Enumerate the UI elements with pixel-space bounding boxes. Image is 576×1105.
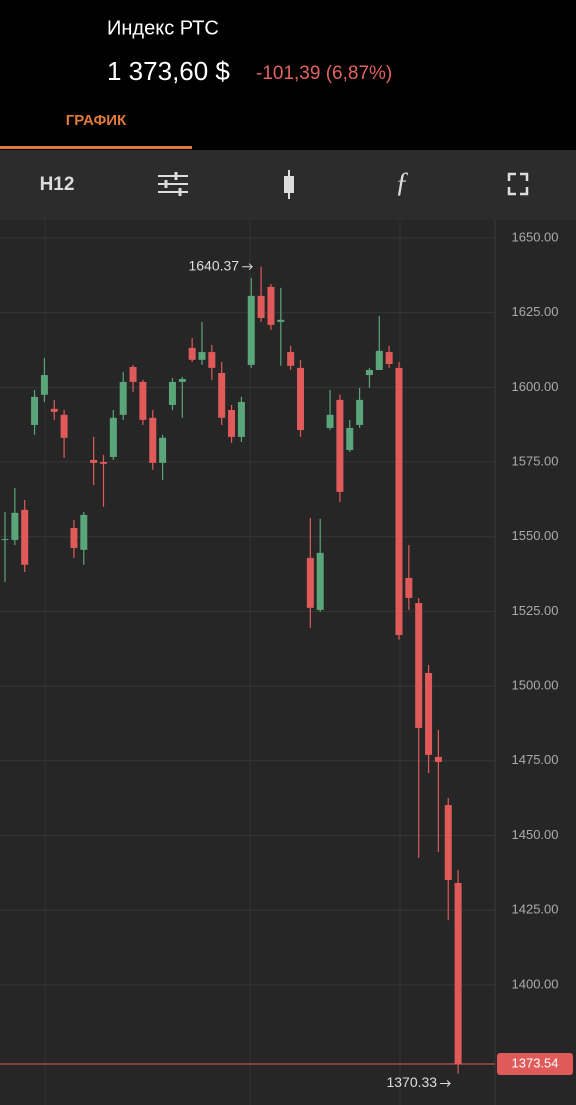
candle-body xyxy=(257,295,265,319)
header-bg xyxy=(0,0,576,150)
candle-body xyxy=(188,347,196,360)
change: -101,39 (6,87%) xyxy=(256,63,392,84)
interval-button[interactable]: H12 xyxy=(40,174,75,195)
candle-body xyxy=(90,459,98,463)
candle-body xyxy=(228,410,236,437)
price: 1 373,60 $ xyxy=(107,56,230,86)
candle-body xyxy=(1,539,9,541)
candle-body xyxy=(208,352,216,368)
min-label: 1370.33 xyxy=(386,1074,437,1090)
candle-body xyxy=(425,672,433,755)
y-tick-label: 1450.00 xyxy=(512,827,559,842)
candle-body xyxy=(326,414,334,428)
fullscreen-icon[interactable] xyxy=(507,172,529,196)
y-tick-label: 1575.00 xyxy=(512,453,559,468)
candle-body xyxy=(50,408,58,412)
candle-body xyxy=(356,399,364,425)
y-tick-label: 1650.00 xyxy=(512,229,559,244)
y-tick-label: 1625.00 xyxy=(512,304,559,319)
chart-bg xyxy=(0,220,576,1105)
candle-body xyxy=(375,350,383,370)
candle-body xyxy=(336,399,344,492)
candle-body xyxy=(100,462,107,464)
candle-body xyxy=(267,286,275,325)
min-arrow xyxy=(440,1080,451,1087)
price-label: 1373.54 xyxy=(512,1055,559,1070)
candle-body xyxy=(405,577,413,598)
indicator-icon[interactable]: ƒ xyxy=(395,167,409,198)
candle-body xyxy=(149,417,157,463)
y-tick-label: 1475.00 xyxy=(512,752,559,767)
chart: 1400.00 1425.00 1450.00 1475.00 1500.00 1525.… xyxy=(0,229,573,1090)
y-tick-label: 1600.00 xyxy=(512,379,559,394)
tab-underline xyxy=(0,146,192,149)
candle-icon[interactable] xyxy=(284,170,294,199)
candle-body xyxy=(11,512,19,540)
candle-body xyxy=(415,603,423,728)
candle-body xyxy=(316,552,324,610)
y-tick-label: 1525.00 xyxy=(512,603,559,618)
title: Индекс РТС xyxy=(107,17,219,39)
candle-body xyxy=(385,352,393,365)
candle-body xyxy=(109,417,117,457)
candle-body xyxy=(395,367,403,636)
candle-body xyxy=(287,352,295,366)
candle-body xyxy=(168,381,176,405)
max-label: 1640.37 xyxy=(188,257,239,273)
y-tick-label: 1500.00 xyxy=(512,678,559,693)
candle-body xyxy=(178,378,186,382)
candle-body xyxy=(159,437,167,463)
y-tick-label: 1550.00 xyxy=(512,528,559,543)
candle-body xyxy=(277,319,285,322)
candle-body xyxy=(346,427,354,451)
candle-body xyxy=(139,381,147,420)
candle-body xyxy=(70,528,78,549)
settings-icon[interactable] xyxy=(158,172,188,196)
candle-body xyxy=(297,367,304,431)
candle-body xyxy=(129,367,137,382)
tab[interactable]: ГРАФИК xyxy=(66,112,127,129)
candle-body xyxy=(306,557,314,608)
candle-body xyxy=(218,372,226,418)
candle-body xyxy=(247,295,255,365)
candle-body xyxy=(444,805,452,881)
candle-body xyxy=(60,414,68,438)
candle-body xyxy=(119,381,127,415)
candle-body xyxy=(80,514,88,550)
price-badge xyxy=(497,1052,573,1075)
max-arrow xyxy=(242,263,253,271)
candle-body xyxy=(198,352,206,360)
candle-body xyxy=(434,756,442,762)
candle-body xyxy=(40,375,48,395)
y-tick-label: 1400.00 xyxy=(512,976,559,991)
candle-body xyxy=(237,401,245,437)
candle-body xyxy=(365,369,373,376)
candle-body xyxy=(21,509,29,565)
candle-body xyxy=(454,883,462,1064)
candle-body xyxy=(31,396,39,425)
y-tick-label: 1425.00 xyxy=(512,902,559,917)
